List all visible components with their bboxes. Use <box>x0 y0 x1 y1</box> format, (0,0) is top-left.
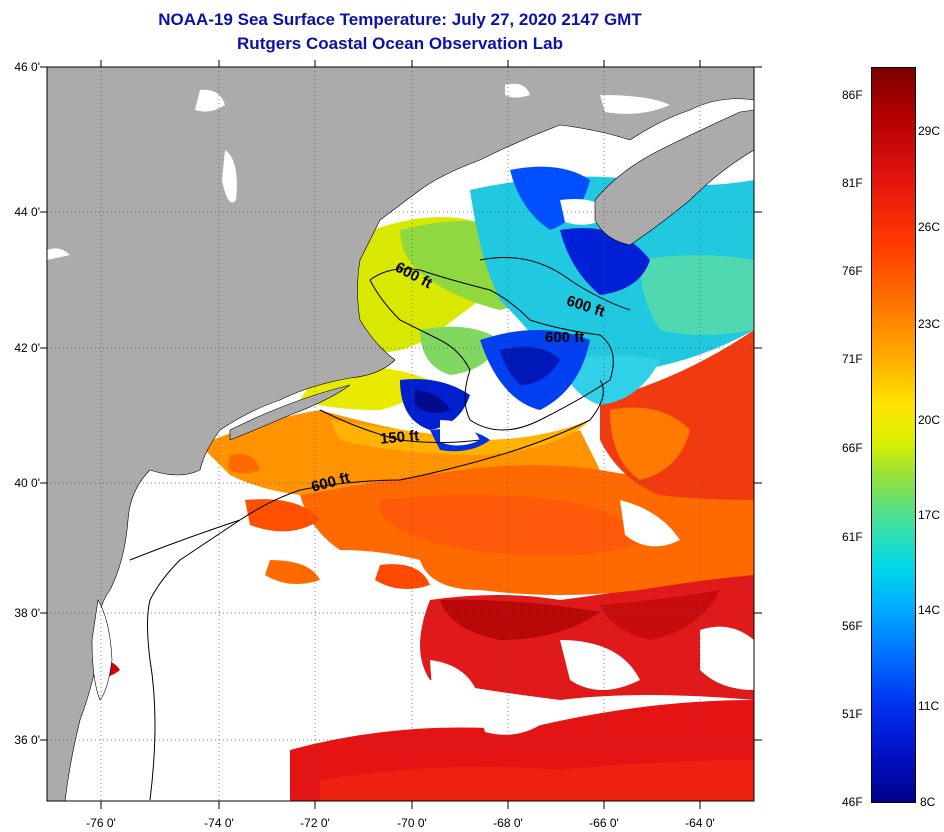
colorbar-c-23: 23C <box>918 317 941 331</box>
lat-label-44: 44 0' <box>14 205 40 219</box>
map-ticks <box>40 60 762 809</box>
temperature-colorbar <box>871 67 916 803</box>
map-frame <box>46 66 755 802</box>
contour-label-600ft-c: 600 ft <box>545 329 585 346</box>
colorbar-f-66: 66F <box>842 441 863 455</box>
colorbar-f-46: 46F <box>842 795 863 809</box>
colorbar-c-29: 29C <box>918 124 941 138</box>
colorbar-c-17: 17C <box>918 508 941 522</box>
colorbar-c-11: 11C <box>918 699 940 713</box>
colorbar-f-51: 51F <box>842 707 863 721</box>
lat-label-42: 42 0' <box>14 341 40 355</box>
colorbar-f-61: 61F <box>842 530 863 544</box>
lat-label-36: 36 0' <box>14 733 40 747</box>
colorbar-f-76: 76F <box>842 264 863 278</box>
colorbar-c-26: 26C <box>918 220 941 234</box>
colorbar-c-14: 14C <box>918 603 941 617</box>
contour-label-150ft: 150 ft <box>379 427 420 448</box>
lat-label-40: 40 0' <box>14 476 40 490</box>
lat-label-46: 46 0' <box>14 60 40 74</box>
lakes <box>47 83 670 260</box>
lon-label-74: -74 0' <box>204 816 234 830</box>
lon-label-72: -72 0' <box>300 816 330 830</box>
lat-label-38: 38 0' <box>14 606 40 620</box>
colorbar-c-20: 20C <box>918 413 941 427</box>
lon-label-70: -70 0' <box>397 816 427 830</box>
lon-label-68: -68 0' <box>493 816 523 830</box>
colorbar-f-56: 56F <box>842 619 863 633</box>
colorbar-f-81: 81F <box>842 176 863 190</box>
map-title: NOAA-19 Sea Surface Temperature: July 27… <box>158 10 642 29</box>
land <box>47 67 754 801</box>
lon-label-76: -76 0' <box>86 816 116 830</box>
lon-label-66: -66 0' <box>589 816 619 830</box>
map-subtitle: Rutgers Coastal Ocean Observation Lab <box>237 34 563 53</box>
colorbar-f-71: 71F <box>842 352 863 366</box>
colorbar-f-86: 86F <box>842 88 863 102</box>
lon-label-64: -64 0' <box>685 816 715 830</box>
sst-field <box>85 166 754 801</box>
bathymetry-contours <box>129 257 631 801</box>
colorbar-c-8: 8C <box>920 795 936 809</box>
